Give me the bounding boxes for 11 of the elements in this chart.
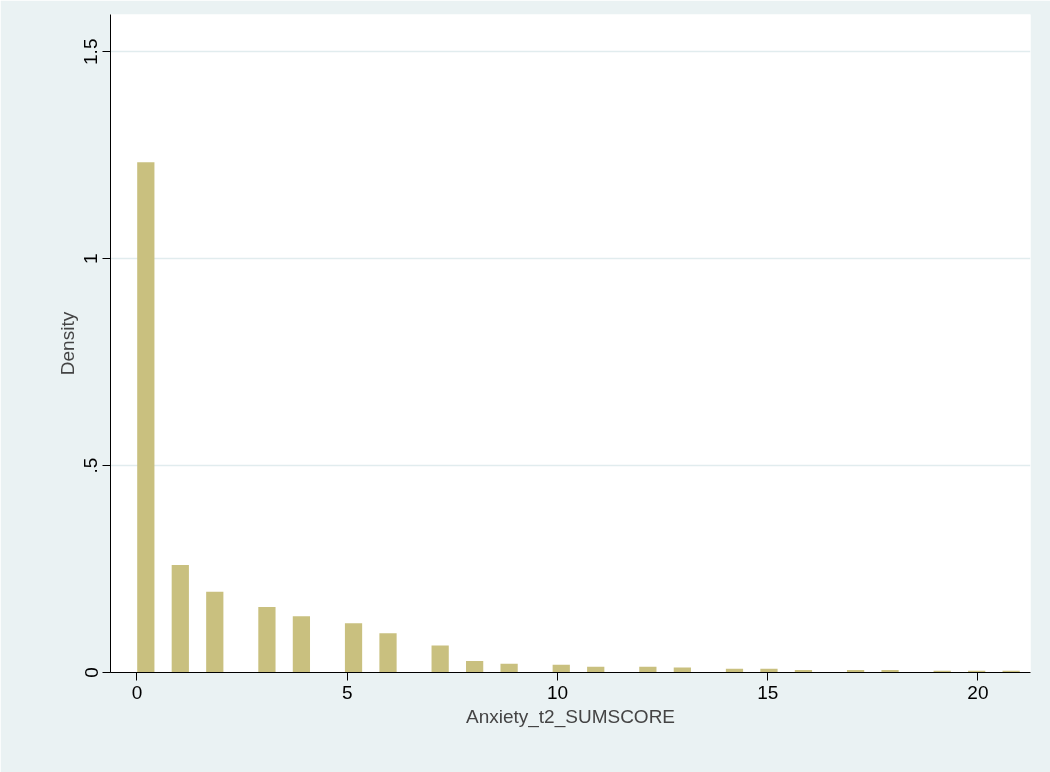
- x-tick-label: 15: [757, 681, 779, 703]
- x-axis-title: Anxiety_t2_SUMSCORE: [465, 705, 676, 728]
- y-tick-label: 0: [80, 667, 102, 678]
- y-tick-label: .5: [80, 457, 102, 474]
- x-tick-label: 5: [341, 681, 353, 703]
- x-tick-label: 20: [967, 681, 989, 703]
- x-tick-label: 0: [131, 681, 143, 703]
- y-axis-title: Density: [56, 311, 78, 376]
- x-tick-label: 10: [546, 681, 569, 703]
- y-tick-label: 1.5: [80, 38, 102, 65]
- y-tick-label: 1: [80, 253, 102, 264]
